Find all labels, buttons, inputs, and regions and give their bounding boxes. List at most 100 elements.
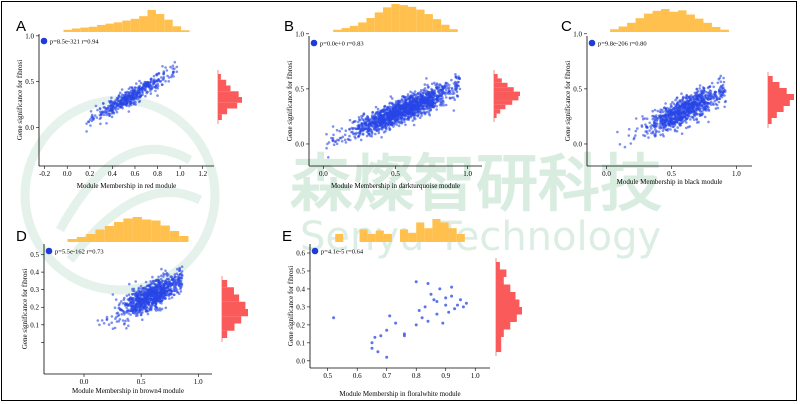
scatter-point-a — [118, 91, 122, 95]
top-hist-bar-e — [448, 228, 457, 242]
top-hist-bar-e — [367, 233, 376, 242]
x-axis-label-a: Module Membership in red module — [77, 182, 177, 190]
scatter-point-a — [132, 102, 136, 106]
scatter-point-a — [119, 95, 123, 99]
scatter-point-a — [173, 67, 176, 70]
scatter-point-a — [169, 65, 172, 69]
right-hist-bar-e — [496, 299, 520, 307]
top-hist-bar-e — [424, 228, 433, 242]
scatter-point-a — [162, 70, 166, 73]
top-hist-bar-e — [440, 222, 449, 242]
x-tick-label-e: 0.8 — [412, 372, 421, 380]
panel-letter-a: A — [16, 18, 27, 35]
x-tick-label-a: 0.0 — [63, 170, 72, 178]
scatter-point-e — [438, 287, 442, 291]
scatter-point-e — [370, 341, 374, 345]
scatter-point-a — [114, 108, 118, 112]
y-tick-label-a: 0.0 — [25, 124, 34, 132]
scatter-point-e — [402, 334, 406, 338]
scatter-point-a — [89, 124, 92, 127]
x-tick-label-a: -0.2 — [39, 170, 51, 178]
right-hist-bar-e — [496, 337, 502, 345]
x-tick-label-a: 0.6 — [131, 170, 140, 178]
scatter-point-a — [161, 65, 164, 68]
scatter-point-e — [441, 321, 445, 325]
scatter-point-e — [447, 310, 451, 314]
scatter-point-e — [435, 312, 439, 316]
top-hist-bar-e — [456, 233, 465, 242]
scatter-point-a — [85, 122, 88, 125]
scatter-point-e — [432, 298, 436, 302]
scatter-point-a — [105, 113, 108, 117]
legend-text-a: p=8.5e-321 r=0.94 — [50, 39, 99, 46]
top-hist-bar-e — [383, 233, 392, 242]
y-tick-label-e: 0.1 — [296, 339, 305, 347]
y-tick-label-e: 0.2 — [296, 321, 305, 329]
top-hist-bar-e — [432, 219, 441, 242]
scatter-point-e — [450, 294, 454, 298]
scatter-point-a — [156, 87, 159, 90]
x-tick-label-e: 0.6 — [353, 372, 362, 380]
scatter-point-e — [414, 323, 418, 327]
x-tick-label-a: 1.2 — [198, 170, 207, 178]
scatter-point-a — [85, 130, 88, 133]
x-tick-label-e: 0.9 — [441, 372, 450, 380]
x-tick-label-a: 0.2 — [85, 170, 94, 178]
right-hist-bar-e — [496, 314, 517, 322]
y-tick-label-a: 0.5 — [25, 78, 34, 86]
scatter-point-e — [394, 321, 398, 325]
scatter-point-a — [161, 83, 164, 87]
scatter-point-e — [332, 316, 336, 320]
top-hist-bar-e — [335, 233, 344, 242]
scatter-point-e — [388, 314, 392, 318]
y-axis-label-e: Gene significance for fibrosi — [287, 266, 295, 346]
y-tick-label-e: 0.0 — [296, 357, 305, 365]
top-hist-bar-e — [408, 232, 417, 242]
y-tick-label-a: 1.0 — [25, 32, 34, 40]
y-axis-label-a: Gene significance for fibrosi — [16, 60, 24, 140]
right-hist-bar-e — [496, 322, 511, 330]
scatter-point-e — [450, 285, 454, 289]
points-e — [332, 280, 468, 359]
scatter-point-a — [115, 110, 119, 114]
scatter-point-a — [138, 79, 141, 83]
scatter-point-e — [426, 319, 430, 323]
x-tick-label-a: 0.4 — [108, 170, 117, 178]
y-tick-label-e: 0.6 — [296, 249, 305, 257]
scatter-point-e — [373, 335, 377, 339]
scatter-point-e — [459, 298, 462, 302]
scatter-point-e — [420, 316, 424, 320]
x-axis-label-e: Module Membership in floralwhite module — [339, 390, 460, 398]
scatter-point-e — [414, 280, 418, 284]
scatter-point-a — [127, 110, 131, 113]
scatter-point-a — [95, 116, 99, 119]
x-tick-label-a: 1.0 — [176, 170, 185, 178]
right-hist-bar-e — [496, 262, 500, 270]
legend-dot-e — [311, 247, 319, 255]
right-hist-bar-e — [496, 344, 502, 352]
scatter-point-e — [423, 305, 427, 309]
scatter-point-e — [379, 334, 383, 338]
x-tick-label-e: 1.0 — [471, 372, 480, 380]
scatter-point-e — [370, 346, 374, 350]
scatter-point-a — [120, 88, 124, 91]
scatter-point-a — [164, 79, 167, 83]
scatter-point-e — [417, 309, 421, 312]
scatter-point-a — [152, 74, 156, 78]
watermark-cn: 森燦智研科技 — [290, 147, 662, 220]
y-tick-label-e: 0.4 — [296, 285, 305, 293]
y-tick-label-e: 0.3 — [296, 303, 305, 311]
points-a — [85, 60, 179, 133]
scatter-point-e — [385, 355, 389, 359]
scatter-point-a — [96, 108, 99, 112]
scatter-point-e — [461, 305, 465, 309]
right-hist-bar-e — [496, 269, 507, 277]
scatter-point-a — [167, 80, 170, 83]
right-hist-bar-e — [496, 292, 516, 300]
scatter-point-e — [376, 350, 380, 354]
